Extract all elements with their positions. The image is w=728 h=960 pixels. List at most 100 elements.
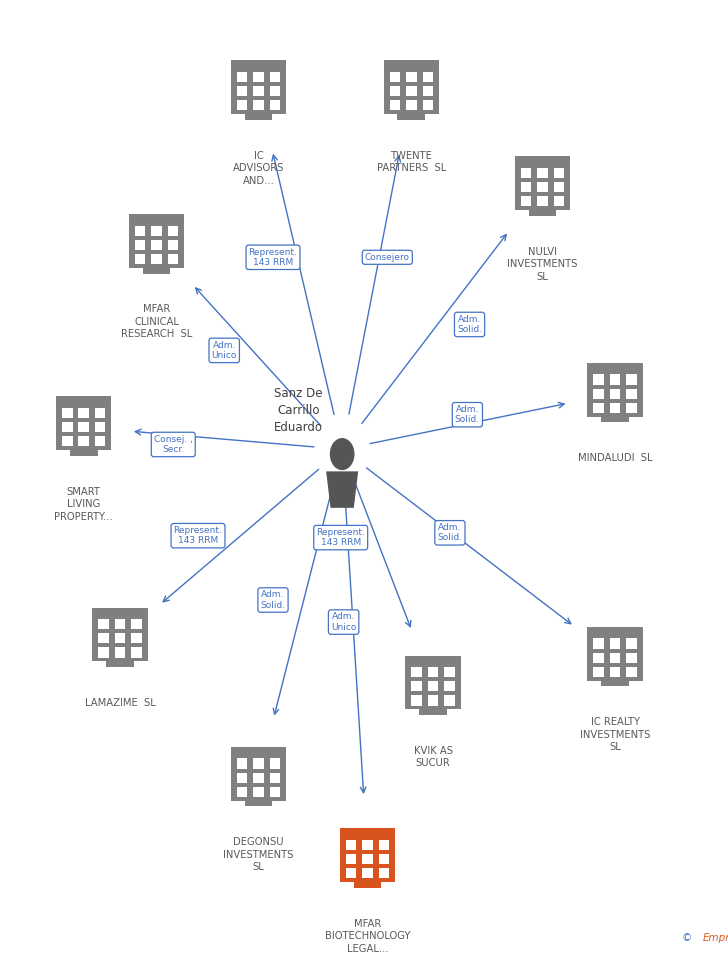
Bar [253,773,264,782]
Bar [269,773,280,782]
Bar [129,214,184,222]
Bar [231,68,286,114]
Bar [626,374,637,385]
Bar [56,396,111,404]
Bar [411,695,422,706]
Text: Represent.
143 RRM: Represent. 143 RRM [173,526,223,545]
Bar [237,758,248,769]
Bar [626,653,637,662]
Bar [384,60,439,68]
Bar [389,72,400,83]
Bar [151,253,162,264]
Bar [237,86,248,96]
Bar [237,773,248,782]
Bar [106,661,134,667]
Bar [167,253,178,264]
Bar [92,615,148,661]
Bar [521,168,531,179]
Bar [379,854,389,864]
Bar [98,647,109,658]
Bar [129,222,184,268]
Bar [389,100,400,110]
Bar [79,436,89,446]
Bar [363,868,373,878]
Bar [626,402,637,413]
Text: Represent.
143 RRM: Represent. 143 RRM [248,248,298,267]
Bar [537,196,547,206]
Bar [79,408,89,419]
Bar [405,656,461,663]
Bar [363,840,373,851]
Bar [245,801,272,806]
Bar [269,100,280,110]
Bar [515,164,570,210]
Text: IC
ADVISORS
AND...: IC ADVISORS AND... [233,151,284,185]
Bar [95,436,106,446]
Bar [253,758,264,769]
Bar [553,182,564,192]
Text: Adm.
Unico: Adm. Unico [331,612,356,632]
Text: Adm.
Solid.: Adm. Solid. [438,523,462,542]
Bar [253,72,264,83]
Bar [515,156,570,164]
Text: MFAR
BIOTECHNOLOGY
LEGAL...: MFAR BIOTECHNOLOGY LEGAL... [325,919,411,953]
Bar [231,755,286,801]
Bar [593,638,604,649]
Bar [587,363,643,371]
Bar [253,86,264,96]
Bar [422,100,433,110]
Bar [346,868,357,878]
Text: Adm.
Solid.: Adm. Solid. [261,590,285,610]
Bar [115,619,125,630]
Bar [610,638,620,649]
Bar [411,682,422,691]
Bar [62,436,73,446]
Bar [143,268,170,274]
Bar [131,619,142,630]
Bar [151,240,162,250]
Bar [521,196,531,206]
Text: Adm.
Solid.: Adm. Solid. [457,315,482,334]
Text: MINDALUDI  SL: MINDALUDI SL [578,453,652,463]
Bar [95,422,106,432]
Text: Adm.
Solid.: Adm. Solid. [455,405,480,424]
Bar [56,404,111,450]
Bar [231,747,286,755]
Text: Sanz De
Carrillo
Eduardo: Sanz De Carrillo Eduardo [274,388,323,434]
Bar [444,667,455,678]
Bar [340,836,395,882]
Bar [237,786,248,797]
Text: IC REALTY
INVESTMENTS
SL: IC REALTY INVESTMENTS SL [580,717,650,752]
Bar [411,667,422,678]
Bar [593,389,604,398]
Bar [610,666,620,677]
Bar [95,408,106,419]
Bar [269,786,280,797]
Bar [593,653,604,662]
Bar [406,86,416,96]
Polygon shape [326,471,358,508]
Bar [587,371,643,417]
Bar [167,226,178,236]
Bar [587,635,643,681]
Bar [626,666,637,677]
Bar [444,682,455,691]
Bar [405,663,461,709]
Bar [553,168,564,179]
Bar [610,653,620,662]
Text: DEGONSU
INVESTMENTS
SL: DEGONSU INVESTMENTS SL [223,837,293,872]
Bar [422,86,433,96]
Bar [428,682,438,691]
Bar [346,854,357,864]
Bar [384,68,439,114]
Bar [610,389,620,398]
Bar [593,402,604,413]
Bar [115,634,125,643]
Bar [428,695,438,706]
Bar [346,840,357,851]
Bar [231,60,286,68]
Bar [135,240,146,250]
Text: MFAR
CLINICAL
RESEARCH  SL: MFAR CLINICAL RESEARCH SL [121,304,192,339]
Bar [601,681,629,686]
Bar [92,608,148,615]
